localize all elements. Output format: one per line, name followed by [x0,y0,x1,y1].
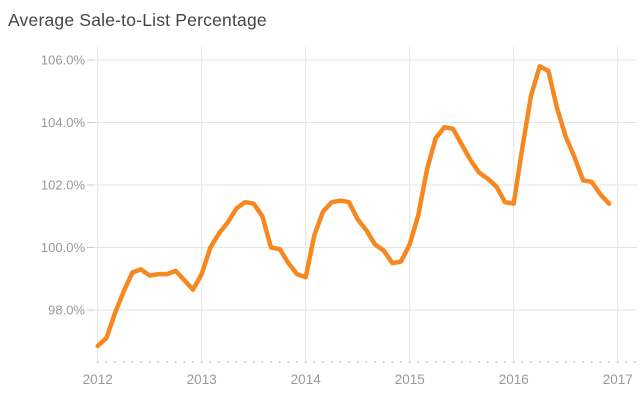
month-tick-dot [408,361,411,363]
month-tick-dot [582,361,585,363]
month-tick-dot [226,361,229,363]
month-tick-dot [634,361,637,363]
month-tick-dot [348,361,351,363]
chart-title: Average Sale-to-List Percentage [8,10,267,30]
month-tick-dot [209,361,212,363]
x-axis-label: 2013 [187,372,217,387]
month-tick-dot [330,361,333,363]
month-tick-dot [235,361,238,363]
month-tick-dot [608,361,611,363]
month-tick-dot [313,361,316,363]
month-tick-dot [452,361,455,363]
month-tick-dot [625,361,628,363]
month-tick-dot [573,361,576,363]
x-axis-label: 2016 [499,372,529,387]
month-tick-dot [538,361,541,363]
month-tick-dot [105,361,108,363]
month-tick-dot [148,361,151,363]
month-tick-dot [356,361,359,363]
month-tick-dot [270,361,273,363]
month-tick-dot [183,361,186,363]
month-tick-dot [114,361,117,363]
month-tick-dot [278,361,281,363]
month-tick-dot [443,361,446,363]
x-axis-label: 2012 [83,372,113,387]
month-tick-dot [521,361,524,363]
month-tick-dot [486,361,489,363]
month-tick-dot [426,361,429,363]
month-tick-dot [400,361,403,363]
month-tick-dot [382,361,385,363]
month-tick-dot [96,361,99,363]
month-tick-dot [174,361,177,363]
x-axis-label: 2017 [603,372,633,387]
month-tick-dot [365,361,368,363]
month-tick-dot [460,361,463,363]
month-tick-dot [478,361,481,363]
month-tick-dot [564,361,567,363]
month-tick-dot [339,361,342,363]
month-tick-dot [218,361,221,363]
month-tick-dot [434,361,437,363]
month-tick-dot [166,361,169,363]
month-tick-dot [140,361,143,363]
month-tick-dot [287,361,290,363]
y-axis-label: 100.0% [41,240,86,255]
month-tick-dot [469,361,472,363]
month-tick-dot [556,361,559,363]
month-tick-dot [192,361,195,363]
month-tick-dot [304,361,307,363]
month-tick-dot [322,361,325,363]
series-line [95,64,612,349]
month-tick-dot [512,361,515,363]
month-tick-dot [374,361,377,363]
x-axis-label: 2015 [395,372,425,387]
month-tick-dot [200,361,203,363]
month-tick-dot [495,361,498,363]
month-tick-dot [296,361,299,363]
month-tick-dot [261,361,264,363]
y-axis-label: 104.0% [41,115,86,130]
month-tick-dot [504,361,507,363]
month-tick-dot [547,361,550,363]
month-tick-dot [131,361,134,363]
month-tick-dot [157,361,160,363]
month-tick-dot [244,361,247,363]
y-axis-label: 106.0% [41,53,86,68]
month-tick-dot [599,361,602,363]
x-axis-label: 2014 [291,372,322,387]
month-tick-dot [122,361,125,363]
month-tick-dot [590,361,593,363]
month-tick-dot [391,361,394,363]
y-axis-label: 98.0% [48,303,85,318]
month-tick-dot [530,361,533,363]
month-tick-dot [616,361,619,363]
month-tick-dot [252,361,255,363]
month-tick-dot [417,361,420,363]
y-axis-label: 102.0% [41,178,86,193]
